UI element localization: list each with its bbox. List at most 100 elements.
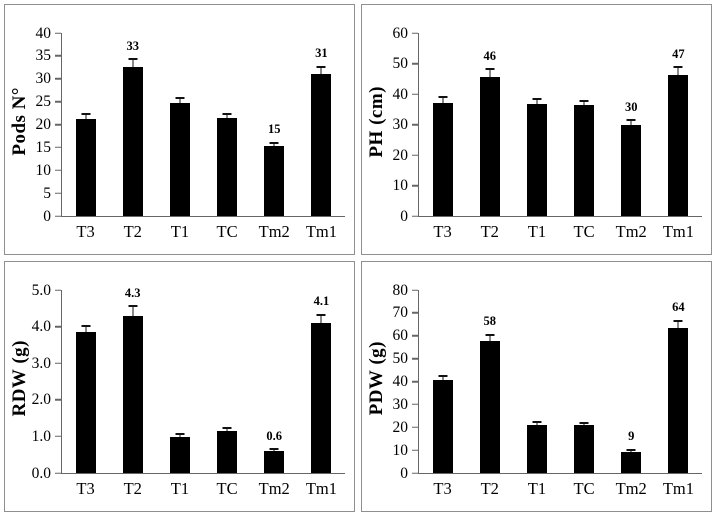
x-category-label: Tm2 xyxy=(615,479,647,498)
bar xyxy=(479,341,500,473)
error-bar-whisker xyxy=(677,67,680,75)
error-bar-cap xyxy=(269,141,279,144)
y-tick-label: 3.0 xyxy=(31,354,51,372)
y-tick-mark xyxy=(411,449,418,451)
x-category-label: TC xyxy=(216,222,238,241)
error-bar-cap xyxy=(269,448,279,451)
y-tick-label: 50 xyxy=(392,54,409,72)
error-bar-whisker xyxy=(535,98,538,105)
bar-slot: 64 Tm1 xyxy=(655,290,702,496)
y-tick-label: 40 xyxy=(392,372,409,390)
bar xyxy=(668,74,689,216)
x-category-label: T1 xyxy=(527,222,547,241)
y-tick-mark xyxy=(54,169,61,171)
x-category-label: T3 xyxy=(433,479,452,498)
x-category-label: T2 xyxy=(123,479,142,498)
y-tick-mark xyxy=(411,93,418,95)
error-bar-cap xyxy=(316,65,326,68)
error-bar-cap xyxy=(532,421,542,423)
bar xyxy=(526,424,547,473)
x-category-label: T2 xyxy=(480,222,499,241)
y-tick-label: 2.0 xyxy=(31,391,51,409)
y-tick-mark xyxy=(411,312,418,314)
error-bar-whisker xyxy=(226,114,229,119)
plot-area: 0 5 10 15 20 25 30 35 40 T3 33 T2 T1 TC 15 Tm2 31 Tm1 xyxy=(36,25,345,240)
error-bar-whisker xyxy=(677,320,680,328)
y-tick-label: 10 xyxy=(392,441,409,459)
bar-value-label: 4.3 xyxy=(124,285,141,300)
y-tick-label: 5 xyxy=(43,184,51,202)
y-tick-mark xyxy=(54,100,61,103)
y-tick-mark xyxy=(411,357,418,360)
bar-value-label: 31 xyxy=(315,46,328,61)
y-tick-mark xyxy=(54,123,61,126)
error-bar-whisker xyxy=(630,449,633,452)
error-bar-whisker xyxy=(84,325,87,333)
bar-value-label: 9 xyxy=(628,429,635,444)
y-tick-mark xyxy=(54,472,61,474)
x-category-label: T3 xyxy=(76,222,95,241)
error-bar-cap xyxy=(128,305,138,308)
bar-value-label: 47 xyxy=(672,46,685,61)
bar-slot: 4.3 T2 xyxy=(109,285,156,497)
bar xyxy=(574,424,595,473)
y-tick-mark xyxy=(54,362,61,364)
y-tick-label: 4.0 xyxy=(31,317,51,335)
plot-area: 0 10 20 30 40 50 60 70 80 T3 58 T2 T1 TC 9 Tm2 64 Tm1 xyxy=(393,282,702,497)
y-tick-mark xyxy=(411,123,418,126)
error-bar-cap xyxy=(485,68,495,71)
error-bar-cap xyxy=(673,319,683,322)
y-axis-title: PH (cm) xyxy=(364,29,390,214)
x-category-label: T1 xyxy=(170,479,190,498)
error-bar-whisker xyxy=(535,422,538,425)
error-bar-cap xyxy=(175,96,185,99)
bar-slot: 33 T2 xyxy=(109,33,156,240)
y-axis-title-text: PDW (g) xyxy=(366,341,387,416)
error-bar-whisker xyxy=(488,69,491,77)
error-bar-whisker xyxy=(131,59,134,67)
bar xyxy=(479,76,500,216)
y-tick-mark xyxy=(54,399,61,401)
error-bar-cap xyxy=(626,448,636,451)
y-tick-label: 0 xyxy=(400,464,408,482)
y-tick-label: 1.0 xyxy=(31,427,51,445)
bar xyxy=(122,315,143,473)
error-bar-cap xyxy=(81,324,91,327)
y-tick-mark xyxy=(54,192,61,194)
bar xyxy=(169,437,190,473)
y-axis-title-text: RDW (g) xyxy=(9,340,30,417)
y-tick-mark xyxy=(411,380,418,383)
error-bar-cap xyxy=(438,374,448,377)
y-tick-label: 80 xyxy=(392,281,409,299)
bar xyxy=(668,327,689,473)
y-tick-mark xyxy=(54,78,61,80)
error-bar-cap xyxy=(485,333,495,336)
error-bar-whisker xyxy=(320,66,323,74)
bar-slot: T1 xyxy=(156,33,203,240)
y-tick-mark xyxy=(54,55,61,57)
panel-pdw-g: PDW (g) 0 10 20 30 40 50 60 70 80 T3 58 T2 T1 TC 9 Tm2 6… xyxy=(361,261,712,512)
bar xyxy=(311,73,332,216)
x-category-label: Tm1 xyxy=(662,222,694,241)
bar-slot: 31 Tm1 xyxy=(298,33,345,239)
bar xyxy=(264,146,285,216)
error-bar-whisker xyxy=(84,113,87,120)
bar-value-label: 4.1 xyxy=(313,294,330,309)
plot-area: 0 10 20 30 40 50 60 T3 46 T2 T1 TC 30 Tm2 47 Tm1 xyxy=(393,25,702,240)
y-tick-mark xyxy=(54,215,61,217)
y-tick-label: 30 xyxy=(35,70,52,87)
y-tick-mark xyxy=(411,289,418,291)
y-tick-label: 35 xyxy=(35,47,52,65)
y-tick-mark xyxy=(54,289,61,291)
x-category-label: Tm2 xyxy=(615,222,647,241)
error-bar-cap xyxy=(222,426,232,429)
bar-slot: TC xyxy=(204,33,251,240)
error-bar-cap xyxy=(222,112,232,115)
y-tick-label: 10 xyxy=(392,176,409,194)
error-bar-whisker xyxy=(226,428,229,431)
y-tick-label: 20 xyxy=(35,115,52,133)
bar-value-label: 58 xyxy=(483,314,496,329)
bar xyxy=(75,119,96,216)
bar-slot: 46 T2 xyxy=(466,33,513,240)
y-tick-mark xyxy=(54,325,61,328)
